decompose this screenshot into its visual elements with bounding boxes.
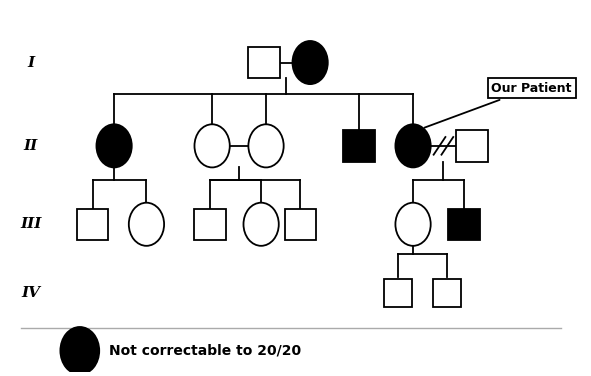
Ellipse shape	[194, 124, 230, 167]
Ellipse shape	[60, 327, 99, 374]
Text: I: I	[27, 56, 34, 70]
Bar	[456, 130, 488, 162]
Ellipse shape	[395, 203, 431, 246]
Bar	[384, 279, 413, 307]
Bar	[77, 209, 108, 240]
Bar	[285, 209, 316, 240]
Text: III: III	[20, 217, 41, 231]
Ellipse shape	[96, 124, 132, 167]
Text: IV: IV	[21, 286, 40, 300]
Ellipse shape	[395, 124, 431, 167]
Ellipse shape	[248, 124, 284, 167]
Bar	[248, 47, 280, 78]
Bar	[194, 209, 226, 240]
Ellipse shape	[293, 41, 328, 84]
Ellipse shape	[129, 203, 164, 246]
Bar	[343, 130, 375, 162]
Text: II: II	[24, 139, 38, 153]
Bar	[433, 279, 462, 307]
Text: Not correctable to 20/20: Not correctable to 20/20	[109, 344, 301, 358]
Text: Our Patient: Our Patient	[424, 82, 572, 127]
Bar	[449, 209, 480, 240]
Ellipse shape	[243, 203, 279, 246]
